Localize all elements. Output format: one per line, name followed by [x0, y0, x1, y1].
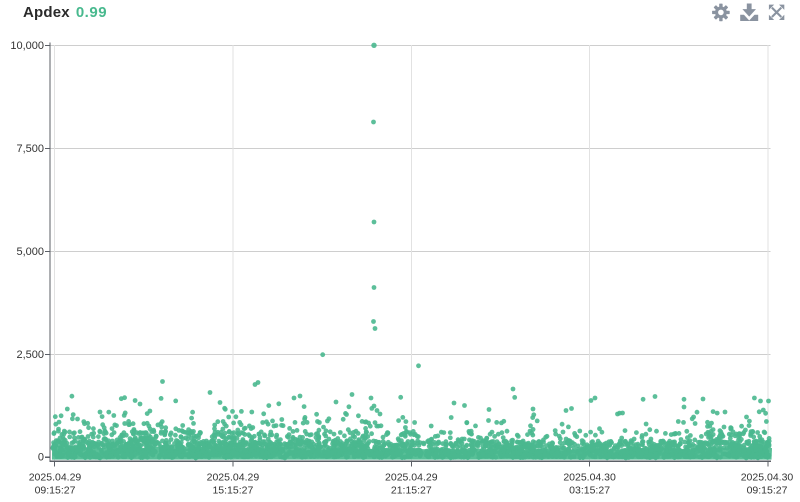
svg-text:09:15:27: 09:15:27: [35, 485, 76, 497]
svg-text:7,500: 7,500: [16, 143, 44, 155]
svg-text:21:15:27: 21:15:27: [391, 485, 432, 497]
svg-text:03:15:27: 03:15:27: [569, 485, 610, 497]
svg-text:2025.04.30: 2025.04.30: [741, 472, 794, 484]
svg-text:0: 0: [38, 452, 44, 464]
svg-text:5,000: 5,000: [16, 246, 44, 258]
svg-text:2025.04.29: 2025.04.29: [207, 472, 260, 484]
svg-text:09:15:27: 09:15:27: [747, 485, 788, 497]
svg-text:2025.04.29: 2025.04.29: [29, 472, 82, 484]
svg-text:15:15:27: 15:15:27: [212, 485, 253, 497]
svg-text:2025.04.30: 2025.04.30: [563, 472, 616, 484]
svg-text:10,000: 10,000: [10, 40, 44, 52]
svg-text:2025.04.29: 2025.04.29: [385, 472, 438, 484]
svg-text:2,500: 2,500: [16, 349, 44, 361]
